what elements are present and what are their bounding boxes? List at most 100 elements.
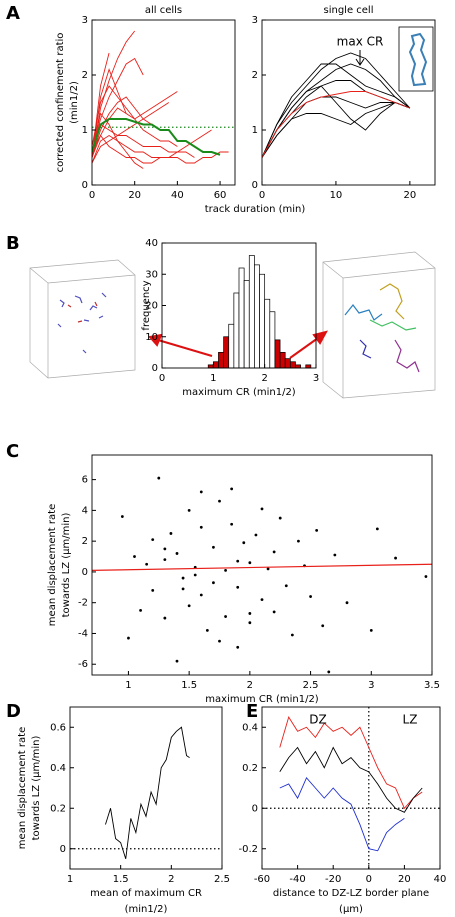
data-line xyxy=(279,746,423,813)
panel-label: A xyxy=(6,3,20,24)
y-tick-label: -2 xyxy=(78,598,88,609)
point xyxy=(321,624,325,628)
y-tick-label: 2 xyxy=(252,70,258,81)
y-axis-label: towards LZ (µm/min) xyxy=(61,513,72,618)
point xyxy=(193,573,197,577)
point xyxy=(199,525,203,529)
x-tick-label: 0 xyxy=(366,874,372,885)
y-tick-label: 2 xyxy=(82,70,88,81)
point xyxy=(175,552,179,555)
point xyxy=(218,499,221,503)
point xyxy=(157,476,161,480)
point xyxy=(151,538,155,542)
y-tick-label: 10 xyxy=(145,332,158,343)
point xyxy=(163,558,167,562)
data-line xyxy=(262,102,411,158)
bar xyxy=(223,336,230,369)
data-line xyxy=(92,52,110,158)
x-tick-label: 10 xyxy=(330,190,343,201)
y-axis-label: corrected confinement ratio xyxy=(55,33,66,173)
x-tick-label: 20 xyxy=(398,874,411,885)
y-tick-label: 2 xyxy=(82,536,88,547)
annotation: LZ xyxy=(403,713,418,727)
point xyxy=(375,527,379,531)
point xyxy=(187,604,191,608)
panel-label: C xyxy=(6,441,19,462)
point xyxy=(151,588,155,592)
x-tick-label: 0 xyxy=(159,373,165,384)
y-tick-label: 0 xyxy=(252,180,258,191)
point xyxy=(133,555,136,558)
y-tick-label: -0.2 xyxy=(238,844,258,855)
x-tick-label: 20 xyxy=(403,190,416,201)
point xyxy=(139,608,142,612)
point xyxy=(212,581,215,585)
point xyxy=(284,584,288,588)
point xyxy=(266,567,270,571)
point xyxy=(236,585,240,589)
axes-frame xyxy=(91,19,236,186)
y-tick-label: -4 xyxy=(78,628,88,639)
y-axis-label: (min1/2) xyxy=(69,81,80,124)
x-tick-label: 2 xyxy=(168,874,174,885)
bar xyxy=(248,255,255,369)
point xyxy=(212,545,215,549)
point xyxy=(327,670,331,674)
point xyxy=(248,612,252,615)
annotation: DZ xyxy=(309,713,326,727)
x-tick-label: 2.5 xyxy=(214,874,230,885)
point xyxy=(199,593,203,597)
point xyxy=(120,515,124,518)
point xyxy=(224,615,227,618)
track-box-right xyxy=(322,251,436,399)
point xyxy=(315,528,319,532)
x-tick-label: -20 xyxy=(325,874,341,885)
x-tick-label: 2.5 xyxy=(303,680,319,691)
data-line xyxy=(92,129,212,164)
point xyxy=(163,616,167,620)
x-tick-label: 40 xyxy=(434,874,447,885)
point xyxy=(290,633,294,637)
bar xyxy=(228,323,235,369)
y-tick-label: 0.4 xyxy=(50,763,66,774)
annotation-arrow xyxy=(355,50,365,66)
data-line xyxy=(92,57,144,153)
point xyxy=(369,628,373,632)
x-axis-label: (min1/2) xyxy=(125,904,168,915)
point xyxy=(260,598,264,602)
y-tick-label: 1 xyxy=(252,125,258,136)
bar xyxy=(254,264,260,369)
data-line xyxy=(92,91,178,158)
y-axis-label: towards LZ (µm/min) xyxy=(31,736,42,841)
x-axis-label: mean of maximum CR xyxy=(90,888,202,899)
point xyxy=(297,539,300,543)
data-line xyxy=(92,118,221,156)
x-tick-label: 0 xyxy=(259,190,265,201)
bar xyxy=(295,364,301,369)
bar xyxy=(264,298,271,369)
x-axis-label: maximum CR (min1/2) xyxy=(205,694,319,705)
arrows xyxy=(148,330,328,359)
bar xyxy=(284,358,291,369)
axes-frame xyxy=(261,19,436,186)
x-axis-label: distance to DZ-LZ border plane xyxy=(273,888,429,899)
x-tick-label: 1 xyxy=(125,680,131,691)
x-axis-label: maximum CR (min1/2) xyxy=(182,387,296,398)
bar xyxy=(212,361,219,369)
data-line xyxy=(105,726,190,860)
x-tick-label: 2 xyxy=(247,680,253,691)
bar xyxy=(305,364,312,369)
y-tick-label: 4 xyxy=(82,505,88,516)
y-tick-label: 6 xyxy=(82,475,88,486)
bar xyxy=(207,364,214,369)
axes-frame xyxy=(69,706,223,870)
y-tick-label: 0 xyxy=(152,363,158,374)
x-tick-label: 1.5 xyxy=(113,874,129,885)
data-line xyxy=(262,63,411,158)
data-line xyxy=(262,91,411,158)
axes-frame xyxy=(91,454,433,676)
point xyxy=(309,595,312,598)
axes-frame xyxy=(261,706,441,870)
y-tick-label: -6 xyxy=(78,659,88,670)
point xyxy=(236,559,240,563)
